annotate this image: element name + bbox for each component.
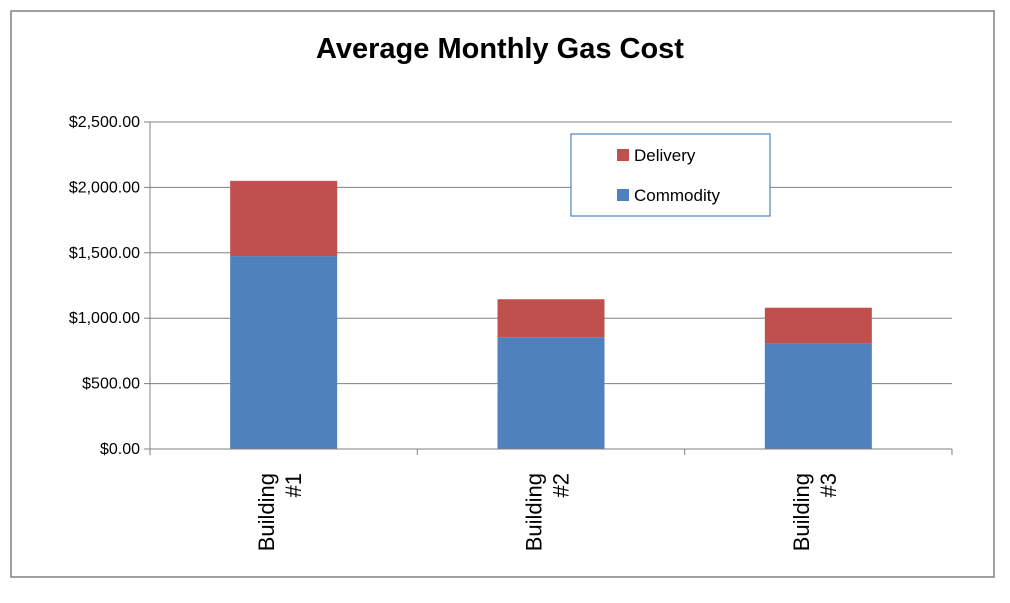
axes <box>144 121 953 455</box>
bar-delivery-3 <box>764 307 872 344</box>
x-category-label: Building <box>789 473 814 551</box>
x-category-label: Building <box>522 473 547 551</box>
category-label-group: Building #1 <box>254 473 306 551</box>
legend-label-commodity: Commodity <box>634 186 720 205</box>
y-tick-label: $500.00 <box>82 376 140 393</box>
bar-delivery-2 <box>497 299 605 338</box>
legend-swatch-commodity <box>617 189 629 201</box>
legend: Delivery Commodity <box>570 133 771 217</box>
bar-commodity-3 <box>764 343 872 449</box>
x-category-label: #3 <box>816 473 841 497</box>
category-label-group: Building #2 <box>522 473 574 551</box>
y-tick-label: $1,500.00 <box>69 245 140 262</box>
bars <box>230 180 872 449</box>
bar-delivery-1 <box>230 180 338 257</box>
legend-label-delivery: Delivery <box>634 146 696 165</box>
tick-labels: $0.00 $500.00 $1,000.00 $1,500.00 $2,000.00 $… <box>69 114 140 458</box>
chart-frame <box>10 10 995 578</box>
x-category-label: #2 <box>549 473 574 497</box>
x-category-label: Building <box>254 473 279 551</box>
category-labels: Building #1 Building #2 Building #3 <box>254 473 841 551</box>
bar-commodity-2 <box>497 337 605 449</box>
y-tick-label: $0.00 <box>100 441 140 458</box>
y-tick-label: $2,500.00 <box>69 114 140 131</box>
chart-title: Average Monthly Gas Cost <box>316 33 684 65</box>
x-category-label: #1 <box>281 473 306 497</box>
y-tick-label: $2,000.00 <box>69 179 140 196</box>
category-label-group: Building #3 <box>789 473 841 551</box>
legend-box <box>570 133 771 217</box>
y-tick-label: $1,000.00 <box>69 310 140 327</box>
legend-swatch-delivery <box>617 149 629 161</box>
bar-commodity-1 <box>230 256 338 449</box>
